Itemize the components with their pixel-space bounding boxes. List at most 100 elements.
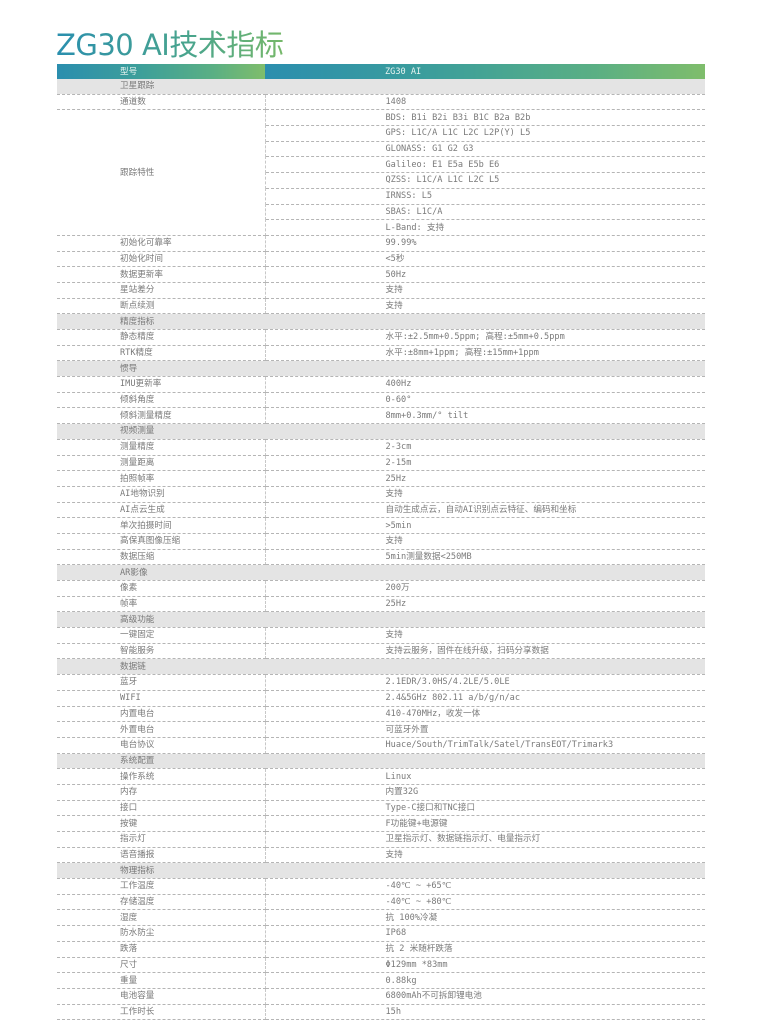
spec-label: 跟踪特性 bbox=[57, 109, 266, 236]
table-row: 内存 内置32G bbox=[57, 784, 705, 801]
spec-label: 语音播报 bbox=[57, 847, 266, 864]
spec-value: 25Hz bbox=[265, 470, 705, 487]
spec-value: 50Hz bbox=[265, 266, 705, 283]
table-row: AI地物识别 支持 bbox=[57, 486, 705, 503]
section-title: 惯导 bbox=[57, 360, 705, 378]
table-row: 单次拍摄时间 >5min bbox=[57, 517, 705, 534]
spec-label: 蓝牙 bbox=[57, 674, 266, 691]
table-row: 智能服务 支持云服务，固件在线升级，扫码分享数据 bbox=[57, 643, 705, 660]
spec-value: GLONASS: G1 G2 G3 bbox=[265, 141, 705, 158]
table-row: 像素 200万 bbox=[57, 580, 705, 597]
section-header: 惯导 bbox=[57, 360, 705, 378]
spec-label: 星站差分 bbox=[57, 282, 266, 299]
spec-value: 卫星指示灯、数据链指示灯、电量指示灯 bbox=[265, 831, 705, 848]
section-title: 卫星跟踪 bbox=[57, 79, 705, 95]
section-title: 精度指标 bbox=[57, 313, 705, 330]
table-row: 操作系统 Linux bbox=[57, 768, 705, 785]
spec-label: 拍照帧率 bbox=[57, 470, 266, 487]
table-row: 指示灯 卫星指示灯、数据链指示灯、电量指示灯 bbox=[57, 831, 705, 848]
spec-label: 工作时长 bbox=[57, 1004, 266, 1020]
spec-value: 99.99% bbox=[265, 235, 705, 252]
spec-value: 自动生成点云，自动AI识别点云特征、编码和坐标 bbox=[265, 502, 705, 519]
table-row: L-Band: 支持 bbox=[57, 219, 705, 236]
spec-value: 8mm+0.3mm/° tilt bbox=[265, 407, 705, 425]
table-row: RTK精度 水平:±8mm+1ppm; 高程:±15mm+1ppm bbox=[57, 345, 705, 362]
spec-value: 2-15m bbox=[265, 455, 705, 472]
spec-value: 0.88kg bbox=[265, 972, 705, 989]
spec-label: 电池容量 bbox=[57, 988, 266, 1005]
spec-table: 型号 ZG30 AI 卫星跟踪 通道数 1408 跟踪特性 BDS: B1i B2i B… bbox=[57, 64, 705, 1020]
table-row: 测量精度 2-3cm bbox=[57, 439, 705, 456]
table-row: 高保真图像压缩 支持 bbox=[57, 533, 705, 550]
table-row: IRNSS: L5 bbox=[57, 188, 705, 205]
table-row: 测量距离 2-15m bbox=[57, 455, 705, 472]
spec-label: 尺寸 bbox=[57, 957, 266, 974]
spec-value: 支持 bbox=[265, 282, 705, 299]
table-row: 静态精度 水平:±2.5mm+0.5ppm; 高程:±5mm+0.5ppm bbox=[57, 329, 705, 346]
spec-label: 像素 bbox=[57, 580, 266, 597]
table-row: IMU更新率 400Hz bbox=[57, 376, 705, 393]
spec-label: 测量距离 bbox=[57, 455, 266, 472]
spec-value: 400Hz bbox=[265, 376, 705, 393]
table-row: 湿度抗 100%冷凝 bbox=[57, 909, 705, 927]
section-title: 系统配置 bbox=[57, 753, 705, 770]
section-header: 精度指标 bbox=[57, 313, 705, 330]
spec-value: 1408 bbox=[265, 94, 705, 111]
table-row: 倾斜测量精度 8mm+0.3mm/° tilt bbox=[57, 407, 705, 425]
spec-value: 2.1EDR/3.0HS/4.2LE/5.0LE bbox=[265, 674, 705, 691]
table-row: 语音播报 支持 bbox=[57, 847, 705, 864]
table-row: 一键固定 支持 bbox=[57, 627, 705, 644]
section-header: 视频测量 bbox=[57, 423, 705, 440]
spec-label: 单次拍摄时间 bbox=[57, 517, 266, 534]
table-header-row: 型号 ZG30 AI bbox=[57, 64, 705, 79]
spec-label: 测量精度 bbox=[57, 439, 266, 456]
spec-label: 一键固定 bbox=[57, 627, 266, 644]
spec-label: 工作温度 bbox=[57, 878, 266, 895]
spec-value: 支持 bbox=[265, 847, 705, 864]
spec-value: <5秒 bbox=[265, 251, 705, 268]
spec-value: 支持 bbox=[265, 486, 705, 503]
spec-value: QZSS: L1C/A L1C L2C L5 bbox=[265, 172, 705, 189]
spec-value: 2.4&5GHz 802.11 a/b/g/n/ac bbox=[265, 690, 705, 707]
table-row: AI点云生成 自动生成点云，自动AI识别点云特征、编码和坐标 bbox=[57, 502, 705, 519]
table-row: 内置电台 410-470MHz，收发一体 bbox=[57, 706, 705, 723]
spec-label: 静态精度 bbox=[57, 329, 266, 346]
table-row: 尺寸 Φ129mm *83mm bbox=[57, 957, 705, 974]
spec-label: WIFI bbox=[57, 690, 266, 707]
spec-value: IP68 bbox=[265, 925, 705, 942]
spec-label: 断点续测 bbox=[57, 298, 266, 315]
spec-label: 存储温度 bbox=[57, 894, 266, 911]
header-value: ZG30 AI bbox=[265, 64, 705, 79]
table-row: 外置电台 可蓝牙外置 bbox=[57, 721, 705, 738]
table-row: GPS: L1C/A L1C L2C L2P(Y) L5 bbox=[57, 125, 705, 142]
spec-label: 高保真图像压缩 bbox=[57, 533, 266, 550]
table-row: 跟踪特性 BDS: B1i B2i B3i B1C B2a B2b bbox=[57, 109, 705, 236]
spec-label: 帧率 bbox=[57, 596, 266, 613]
table-row: 帧率 25Hz bbox=[57, 596, 705, 613]
table-row: SBAS: L1C/A bbox=[57, 204, 705, 221]
spec-label: 湿度 bbox=[57, 909, 266, 927]
table-row: 接口 Type-C接口和TNC接口 bbox=[57, 800, 705, 817]
spec-value: L-Band: 支持 bbox=[265, 219, 705, 236]
spec-value: 15h bbox=[265, 1004, 705, 1020]
section-header: 高级功能 bbox=[57, 611, 705, 629]
table-row: QZSS: L1C/A L1C L2C L5 bbox=[57, 172, 705, 189]
spec-label: 数据压缩 bbox=[57, 549, 266, 566]
spec-value: 支持云服务，固件在线升级，扫码分享数据 bbox=[265, 643, 705, 660]
spec-label: 通道数 bbox=[57, 94, 266, 111]
spec-label: 指示灯 bbox=[57, 831, 266, 848]
spec-label: AI点云生成 bbox=[57, 502, 266, 519]
table-row: 电池容量 6800mAh不可拆卸锂电池 bbox=[57, 988, 705, 1005]
spec-label: 内置电台 bbox=[57, 706, 266, 723]
table-row: 重量 0.88kg bbox=[57, 972, 705, 989]
table-row: 初始化可靠率 99.99% bbox=[57, 235, 705, 252]
spec-label: AI地物识别 bbox=[57, 486, 266, 503]
spec-value: Linux bbox=[265, 768, 705, 785]
spec-value: 2-3cm bbox=[265, 439, 705, 456]
table-row: Galileo: E1 E5a E5b E6 bbox=[57, 156, 705, 174]
section-title: 数据链 bbox=[57, 658, 705, 676]
section-title: 视频测量 bbox=[57, 423, 705, 440]
spec-value: 支持 bbox=[265, 298, 705, 315]
spec-value: Huace/South/TrimTalk/Satel/TransEOT/Trim… bbox=[265, 737, 705, 754]
spec-label: 智能服务 bbox=[57, 643, 266, 660]
